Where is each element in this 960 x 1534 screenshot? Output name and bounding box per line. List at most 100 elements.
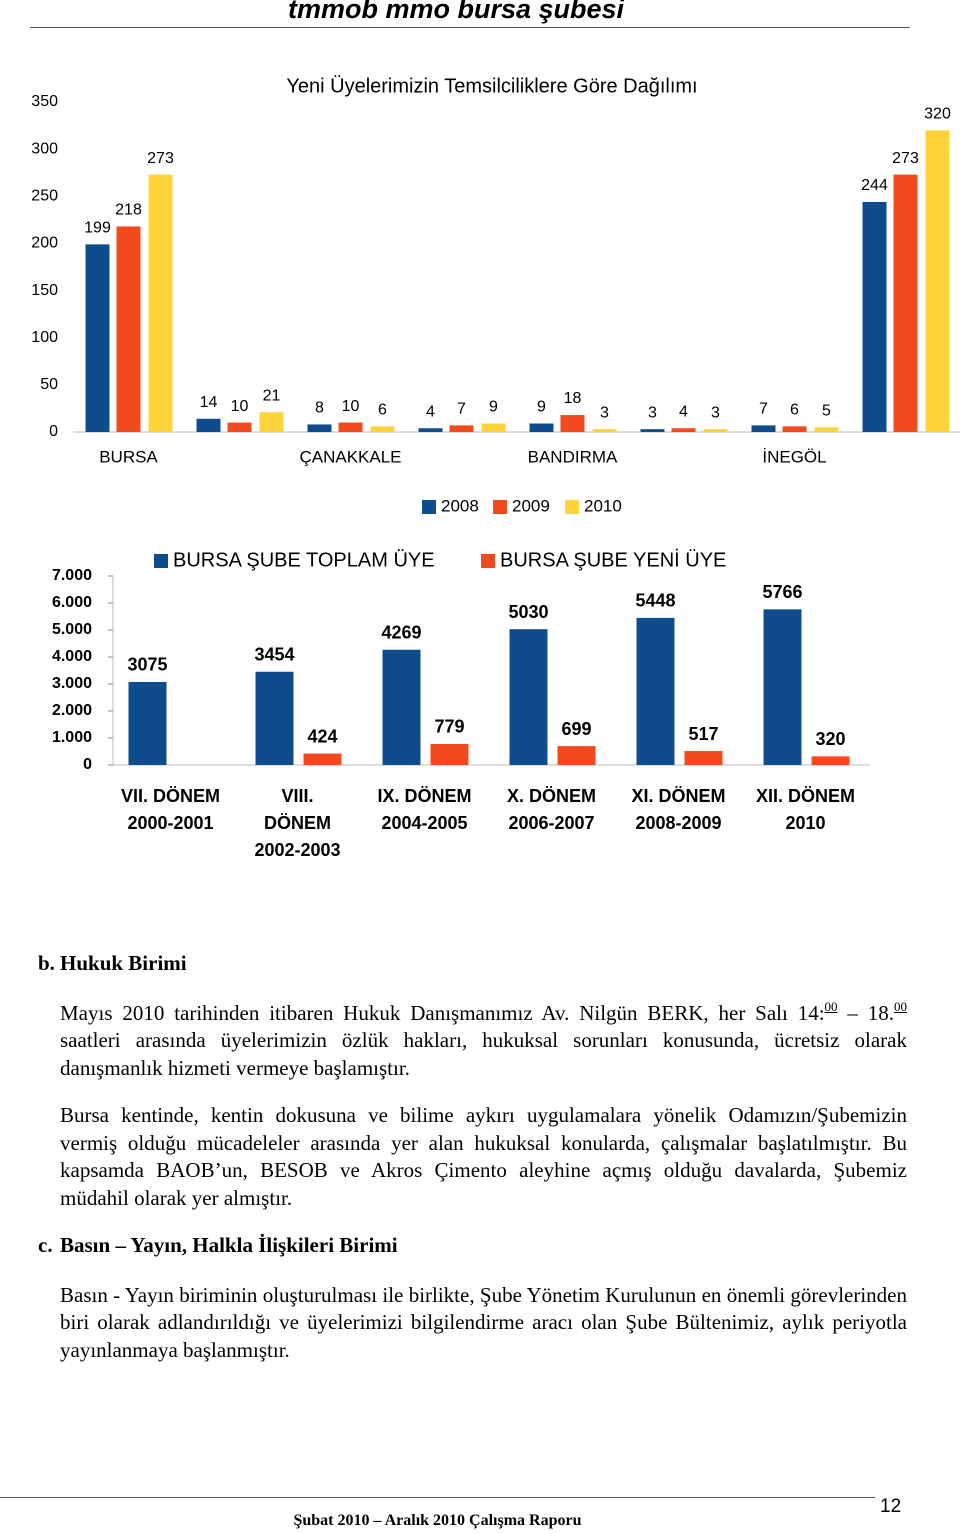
data-label: 5448: [635, 591, 675, 611]
paragraph: Mayıs 2010 tarihinden itibaren Hukuk Dan…: [60, 1000, 907, 1083]
data-label: 3454: [254, 644, 294, 664]
text-run: Mayıs 2010 tarihinden itibaren Hukuk Dan…: [60, 1000, 825, 1025]
bar: [307, 424, 332, 432]
page-number: 12: [880, 1496, 902, 1517]
bar: [814, 427, 839, 432]
section-title: b. Hukuk Birimi: [38, 950, 907, 978]
text-run: saatleri arasında üyelerimizin özlük hak…: [60, 1028, 907, 1080]
data-label: 14: [200, 394, 218, 411]
text-run: Bursa kentinde, kentin dokusuna ve bilim…: [60, 1103, 907, 1210]
y-tick-label: 50: [40, 376, 58, 393]
bar: [418, 428, 443, 432]
section-title: c. Basın – Yayın, Halkla İlişkileri Birim…: [38, 1232, 907, 1260]
x-tick-label: 2002-2003: [254, 840, 340, 860]
y-tick-label: 0: [49, 423, 58, 440]
y-tick-label: 6.000: [52, 594, 92, 611]
legend-label: 2009: [512, 496, 550, 515]
data-label: 517: [688, 724, 718, 744]
data-label: 9: [537, 399, 546, 416]
charts: Yeni Üyelerimizin Temsilciliklere Göre D…: [31, 75, 960, 860]
legend-label: 2008: [441, 496, 479, 515]
bar: [763, 609, 802, 765]
x-tick-label: X. DÖNEM: [507, 786, 596, 806]
bar: [703, 429, 728, 432]
data-label: 3: [648, 404, 657, 421]
data-label: 9: [489, 399, 498, 416]
x-tick-label: BANDIRMA: [528, 447, 618, 466]
data-label: 218: [115, 202, 142, 219]
data-label: 8: [315, 400, 324, 417]
bar: [382, 649, 421, 765]
legend-label: BURSA ŞUBE TOPLAM ÜYE: [173, 549, 435, 571]
data-label: 3075: [127, 655, 167, 675]
bar: [303, 753, 342, 765]
data-label: 10: [342, 398, 360, 415]
data-label: 7: [457, 401, 466, 418]
data-label: 5030: [508, 602, 548, 622]
x-tick-label: XII. DÖNEM: [756, 786, 855, 806]
data-label: 699: [561, 719, 591, 739]
paragraph: Basın - Yayın biriminin oluşturulması il…: [60, 1282, 907, 1365]
bar: [862, 201, 887, 432]
y-tick-label: 7.000: [52, 567, 92, 584]
bar: [751, 425, 776, 432]
superscript: 00: [824, 998, 838, 1014]
bar: [338, 422, 363, 432]
x-tick-label: DÖNEM: [264, 813, 331, 833]
x-tick-label: IX. DÖNEM: [377, 786, 471, 806]
bar: [227, 422, 252, 432]
x-tick-label: 2006-2007: [508, 813, 594, 833]
data-label: 6: [378, 402, 387, 419]
y-tick-label: 100: [31, 329, 58, 346]
bar: [85, 244, 110, 432]
legend-label: 2010: [584, 496, 622, 515]
header-rule: [30, 27, 910, 28]
data-label: 273: [147, 150, 174, 167]
bar: [255, 671, 294, 765]
data-label: 3: [711, 404, 720, 421]
legend-swatch: [422, 500, 436, 514]
data-label: 199: [84, 220, 111, 237]
bar: [116, 226, 141, 432]
data-label: 424: [307, 726, 337, 746]
section-heading: Basın – Yayın, Halkla İlişkileri Birimi: [60, 1233, 398, 1257]
data-label: 4269: [381, 622, 421, 642]
body-text: b. Hukuk Birimi Mayıs 2010 tarihinden itib…: [38, 950, 907, 1384]
data-label: 5766: [762, 582, 802, 602]
text-run: Basın - Yayın biriminin oluşturulması il…: [60, 1282, 907, 1362]
bar: [671, 428, 696, 432]
data-label: 4: [426, 403, 435, 420]
data-label: 320: [815, 729, 845, 749]
bar: [370, 426, 395, 432]
bar: [560, 415, 585, 432]
x-tick-label: 2004-2005: [381, 813, 467, 833]
bar: [684, 751, 723, 765]
section-letter: c.: [38, 1233, 53, 1257]
text-run: – 18.: [837, 1000, 895, 1025]
x-tick-label: VII. DÖNEM: [121, 786, 220, 806]
y-tick-label: 5.000: [52, 621, 92, 638]
data-label: 6: [790, 402, 799, 419]
bar: [640, 429, 665, 432]
bar: [128, 681, 167, 765]
y-tick-label: 150: [31, 282, 58, 299]
bar: [925, 130, 950, 433]
bar: [148, 174, 173, 432]
bar: [430, 743, 469, 765]
section-letter: b.: [38, 951, 55, 975]
legend-swatch: [493, 500, 507, 514]
paragraph: Bursa kentinde, kentin dokusuna ve bilim…: [60, 1102, 907, 1212]
data-label: 10: [231, 398, 249, 415]
x-tick-label: ÇANAKKALE: [299, 447, 401, 466]
y-tick-label: 1.000: [52, 729, 92, 746]
legend-swatch: [565, 500, 579, 514]
data-label: 4: [679, 403, 688, 420]
footer-text: Şubat 2010 – Aralık 2010 Çalışma Raporu: [293, 1512, 582, 1529]
x-tick-label: 2000-2001: [127, 813, 213, 833]
legend-swatch: [154, 554, 168, 568]
data-label: 273: [892, 150, 919, 167]
bar: [481, 423, 506, 432]
bar: [259, 412, 284, 432]
x-tick-label: BURSA: [99, 447, 158, 466]
